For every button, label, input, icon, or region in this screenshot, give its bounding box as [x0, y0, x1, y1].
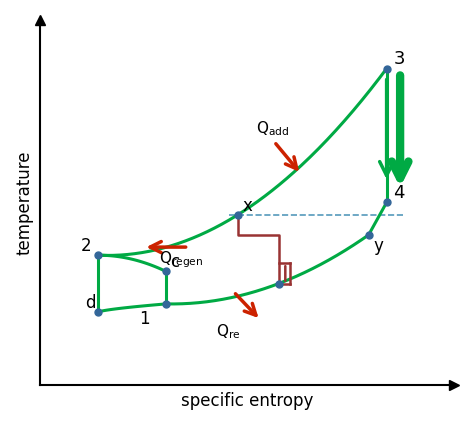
- Y-axis label: temperature: temperature: [15, 150, 33, 255]
- Text: c: c: [171, 253, 180, 272]
- X-axis label: specific entropy: specific entropy: [181, 392, 313, 410]
- Text: x: x: [243, 197, 253, 215]
- Text: 4: 4: [393, 184, 405, 202]
- Text: 2: 2: [81, 237, 91, 255]
- Text: Q$_{\mathrm{add}}$: Q$_{\mathrm{add}}$: [256, 119, 290, 138]
- Text: 1: 1: [139, 310, 150, 328]
- Text: Q$_{\mathrm{re}}$: Q$_{\mathrm{re}}$: [216, 323, 240, 341]
- Text: 3: 3: [393, 51, 405, 68]
- Text: Q$_{\mathrm{regen}}$: Q$_{\mathrm{regen}}$: [159, 249, 204, 270]
- Text: d: d: [85, 294, 95, 312]
- Text: y: y: [373, 237, 383, 255]
